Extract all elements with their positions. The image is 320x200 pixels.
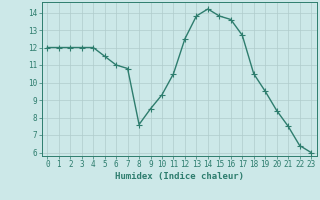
X-axis label: Humidex (Indice chaleur): Humidex (Indice chaleur) [115,172,244,181]
